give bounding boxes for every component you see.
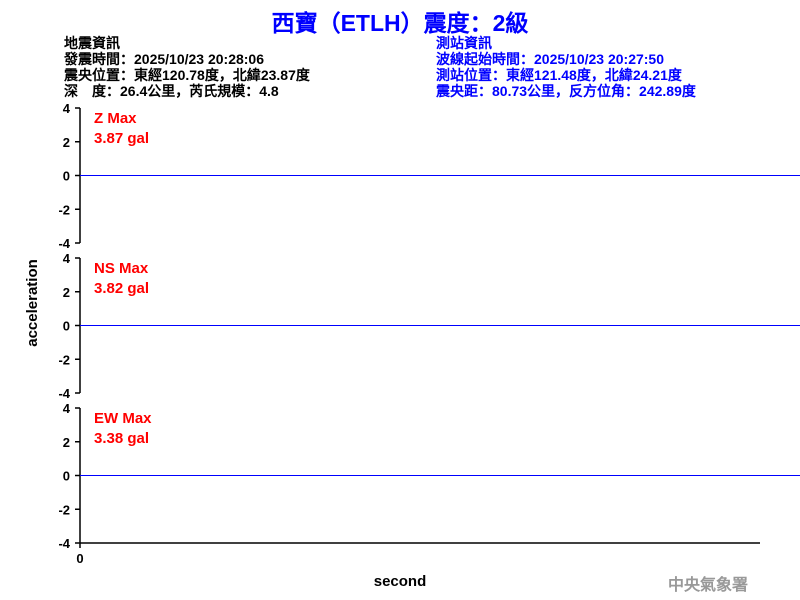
waveform-ew — [80, 475, 800, 476]
earthquake-info-heading: 地震資訊 — [64, 35, 120, 51]
chart-title: 西寶（ETLH）震度：2級 — [271, 10, 529, 36]
series-label: EW Max — [94, 410, 152, 427]
origin-time: 發震時間：2025/10/23 20:28:06 — [64, 51, 264, 67]
y-tick-label: 0 — [63, 169, 70, 184]
epicenter: 震央位置：東經120.78度，北緯23.87度 — [64, 67, 310, 83]
x-axis-label: second — [374, 573, 427, 590]
y-tick-label: 4 — [63, 101, 71, 116]
earthquake-info: 地震資訊 發震時間：2025/10/23 20:28:06 震央位置：東經120… — [64, 35, 310, 99]
y-tick-label: -4 — [58, 536, 70, 551]
station-info: 測站資訊 波線起始時間：2025/10/23 20:27:50 測站位置：東經1… — [436, 35, 696, 99]
y-tick-label: -2 — [58, 352, 70, 367]
max-value-label: 3.82 gal — [94, 280, 149, 297]
station-info-heading: 測站資訊 — [436, 35, 492, 51]
waveform-z — [80, 175, 800, 176]
y-axis-label: acceleration — [24, 259, 41, 347]
y-tick-label: 4 — [63, 251, 71, 266]
y-tick-label: -4 — [58, 386, 70, 401]
y-tick-label: 0 — [63, 469, 70, 484]
waveform-ns — [80, 325, 800, 326]
depth-magnitude: 深 度：26.4公里，芮氏規模：4.8 — [64, 83, 279, 99]
y-tick-label: -4 — [58, 236, 70, 251]
distance-azimuth: 震央距：80.73公里，反方位角：242.89度 — [436, 83, 696, 99]
y-tick-label: 4 — [63, 401, 71, 416]
station-location: 測站位置：東經121.48度，北緯24.21度 — [436, 67, 682, 83]
series-label: NS Max — [94, 260, 149, 277]
y-tick-label: 0 — [63, 319, 70, 334]
y-tick-label: 2 — [63, 285, 70, 300]
y-tick-label: 2 — [63, 435, 70, 450]
max-value-label: 3.38 gal — [94, 430, 149, 447]
y-tick-label: -2 — [58, 502, 70, 517]
series-label: Z Max — [94, 110, 137, 127]
y-tick-label: -2 — [58, 202, 70, 217]
wave-start-time: 波線起始時間：2025/10/23 20:27:50 — [436, 51, 664, 67]
x-tick-label: 0 — [76, 551, 83, 566]
agency-footer: 中央氣象署 — [667, 575, 748, 594]
y-tick-label: 2 — [63, 135, 70, 150]
max-value-label: 3.87 gal — [94, 130, 149, 147]
